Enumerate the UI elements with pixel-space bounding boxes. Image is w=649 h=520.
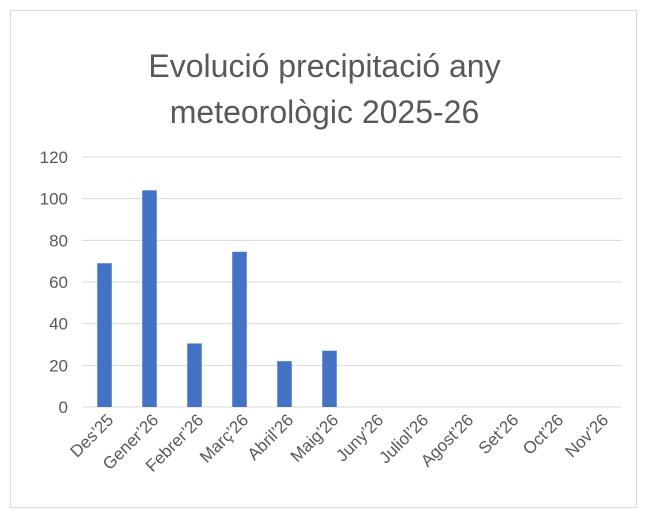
y-tick-label: 60 <box>49 273 68 292</box>
y-tick-label: 80 <box>49 231 68 250</box>
y-tick-label: 100 <box>40 190 68 209</box>
bar <box>232 252 247 407</box>
x-tick-label: Set’26 <box>475 410 523 458</box>
bars <box>97 190 337 407</box>
x-tick-label: Nov’26 <box>561 410 612 461</box>
gridlines <box>82 157 622 407</box>
x-axis-ticks: Des’25Gener’26Febrer’26Març’26Abril’26Ma… <box>66 410 612 475</box>
x-tick-label: Oct’26 <box>519 410 567 458</box>
bar <box>142 190 157 407</box>
y-tick-label: 0 <box>59 398 68 417</box>
bar <box>322 351 337 407</box>
x-tick-label: Març’26 <box>196 410 252 466</box>
bar <box>187 343 202 407</box>
y-tick-label: 120 <box>40 148 68 167</box>
x-tick-label: Maig’26 <box>287 410 343 466</box>
bar <box>97 263 112 407</box>
y-tick-label: 40 <box>49 315 68 334</box>
bar <box>277 361 292 407</box>
y-tick-label: 20 <box>49 356 68 375</box>
y-axis-ticks: 0 20 40 60 80 100 120 <box>40 148 68 417</box>
